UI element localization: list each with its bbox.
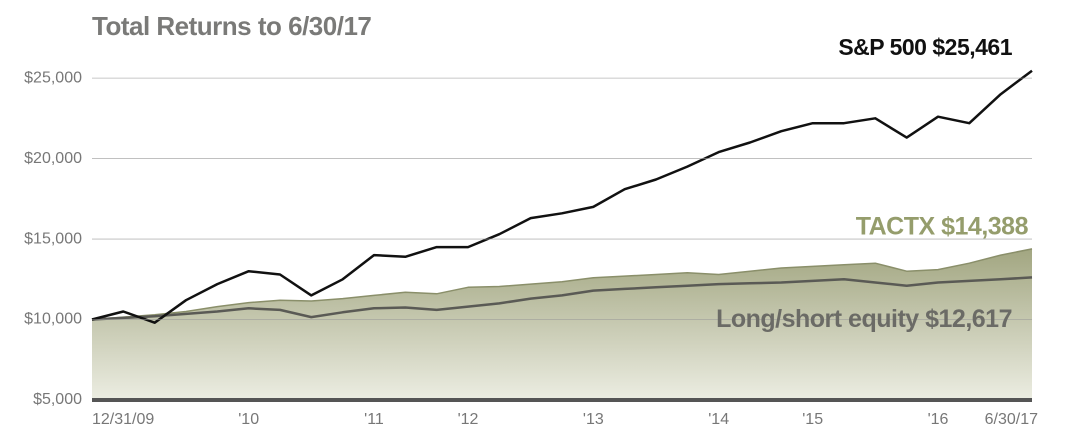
x-tick-label: '11	[364, 411, 384, 428]
x-tick-label: '15	[802, 411, 823, 428]
series-label: S&P 500 $25,461	[838, 34, 1012, 60]
y-tick-label: $10,000	[24, 311, 82, 328]
area	[92, 248, 1032, 400]
line	[91, 248, 1033, 321]
series-label: Long/short equity $12,617	[716, 305, 1012, 333]
x-tick-label: '10	[238, 411, 259, 428]
line	[91, 276, 1033, 321]
y-tick-label: $25,000	[24, 69, 82, 86]
series-label: TACTX $14,388	[856, 213, 1029, 241]
chart-title: Total Returns to 6/30/17	[92, 11, 371, 41]
x-tick-label: '14	[708, 411, 729, 428]
line	[91, 69, 1033, 324]
x-tick-label: '12	[458, 411, 479, 428]
y-tick-label: $5,000	[33, 391, 82, 408]
y-tick-label: $20,000	[24, 150, 82, 167]
x-tick-label: '13	[583, 411, 604, 428]
y-tick-label: $15,000	[24, 230, 82, 247]
x-tick-label: '16	[928, 411, 949, 428]
x-tick-label: 6/30/17	[985, 411, 1038, 428]
x-tick-label: 12/31/09	[92, 411, 154, 428]
